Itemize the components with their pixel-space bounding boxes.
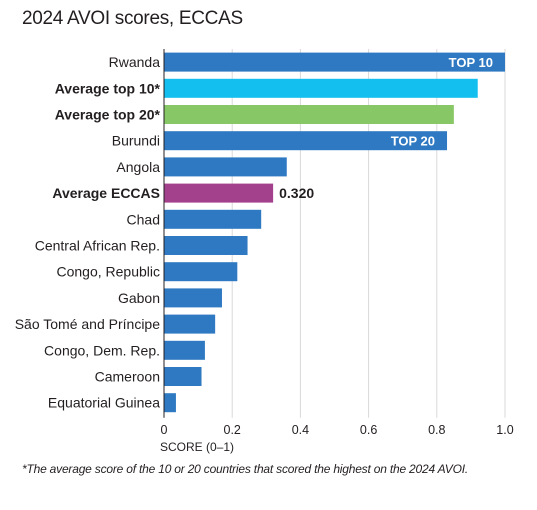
data-label: 0.320 xyxy=(279,185,314,201)
category-labels: Rwanda Average top 10* Average top 20* Buru… xyxy=(15,54,161,411)
bar xyxy=(164,131,448,151)
category-label: Equatorial Guinea xyxy=(48,395,160,411)
category-label: Average top 20* xyxy=(55,107,161,123)
x-axis-label: SCORE (0–1) xyxy=(160,440,234,454)
category-label: Central African Rep. xyxy=(35,238,160,254)
in-bar-label: TOP 10 xyxy=(449,55,493,70)
x-tick-label: 0.8 xyxy=(428,423,445,437)
bar xyxy=(164,105,454,124)
bar xyxy=(164,236,248,255)
bar xyxy=(164,209,262,229)
bar xyxy=(164,183,274,203)
x-tick-label: 0.2 xyxy=(224,423,241,437)
bar xyxy=(164,314,216,334)
chart-title: 2024 AVOI scores, ECCAS xyxy=(22,8,243,29)
bar xyxy=(164,262,238,282)
category-label: Average ECCAS xyxy=(52,185,160,201)
x-tick-label: 0.4 xyxy=(292,423,309,437)
gridlines xyxy=(163,49,506,418)
category-label: Cameroon xyxy=(95,369,160,385)
x-axis: 0 0.2 0.4 0.6 0.8 1.0 SCORE (0–1) xyxy=(160,49,514,454)
category-label: Burundi xyxy=(112,133,160,149)
category-label: Gabon xyxy=(118,290,160,306)
category-label: Congo, Republic xyxy=(56,264,160,280)
category-label: Rwanda xyxy=(109,54,161,70)
in-bar-label: TOP 20 xyxy=(391,134,435,149)
category-label: São Tomé and Príncipe xyxy=(15,316,160,332)
bars: TOP 10 TOP 20 0.320 xyxy=(164,52,505,413)
bar xyxy=(164,52,505,72)
bar xyxy=(164,393,176,413)
category-label: Average top 10* xyxy=(55,80,161,96)
bar xyxy=(164,367,202,386)
category-label: Congo, Dem. Rep. xyxy=(44,342,160,358)
footnote: *The average score of the 10 or 20 count… xyxy=(22,462,468,476)
bar xyxy=(164,78,478,98)
bar xyxy=(164,288,222,308)
x-tick-label: 0 xyxy=(161,423,168,437)
category-label: Chad xyxy=(127,211,160,227)
bar-chart: TOP 10 TOP 20 0.320 Rwanda Average top 10* A… xyxy=(15,49,514,454)
category-label: Angola xyxy=(116,159,160,175)
bar xyxy=(164,157,287,177)
x-tick-label: 0.6 xyxy=(360,423,377,437)
bar xyxy=(164,340,205,360)
x-tick-label: 1.0 xyxy=(496,423,513,437)
